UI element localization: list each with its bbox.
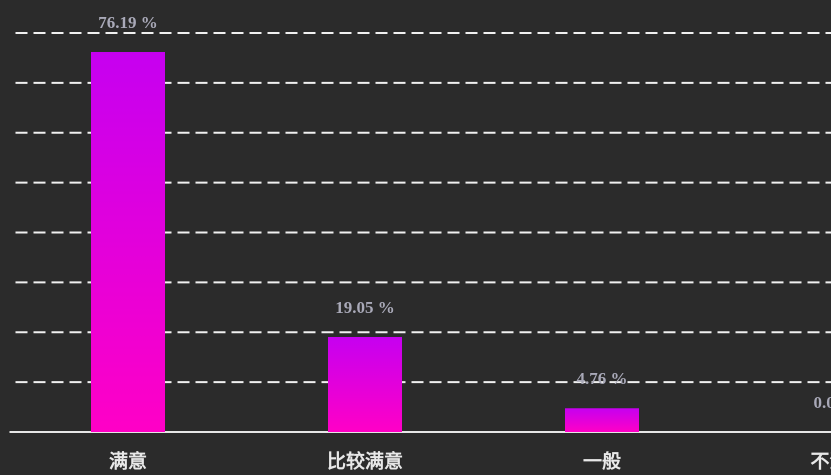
value-label: 0.00 % (814, 393, 831, 412)
x-tick-label: 一般 (583, 449, 621, 472)
value-label: 19.05 % (335, 298, 395, 317)
bar (91, 52, 165, 432)
value-label: 4.76 % (577, 369, 628, 388)
value-label: 76.19 % (98, 13, 158, 32)
bar (565, 408, 639, 432)
x-tick-label: 不满意 (810, 449, 831, 472)
x-tick-label: 满意 (109, 449, 147, 472)
x-tick-label: 比较满意 (327, 449, 403, 472)
bar (328, 336, 402, 432)
